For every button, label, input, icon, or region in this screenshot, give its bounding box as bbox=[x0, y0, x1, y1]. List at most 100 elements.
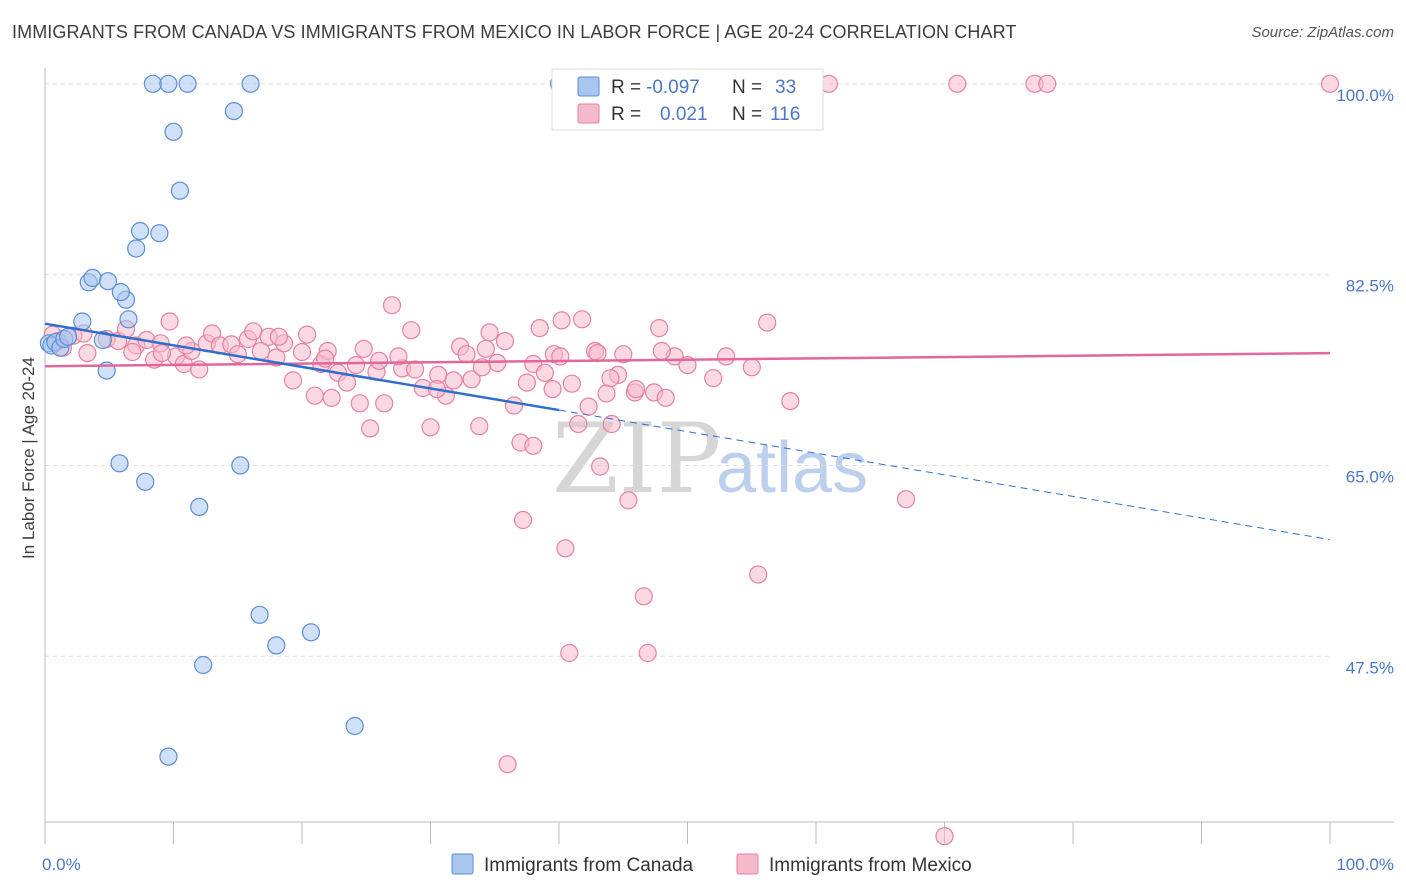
mexico-point bbox=[588, 344, 607, 363]
canada-point bbox=[224, 101, 243, 121]
mexico-point bbox=[556, 539, 575, 558]
mexico-point bbox=[361, 419, 380, 438]
mexico-point bbox=[572, 310, 592, 329]
mexico-point bbox=[656, 388, 675, 407]
canada-point bbox=[178, 74, 197, 93]
canada-point bbox=[231, 456, 250, 475]
mexico-point bbox=[495, 332, 515, 351]
mexico-point bbox=[704, 369, 723, 388]
mexico-point bbox=[524, 436, 543, 455]
mexico-point bbox=[292, 342, 312, 362]
mexico-point bbox=[569, 414, 588, 434]
mexico-point bbox=[152, 344, 171, 363]
canada-point bbox=[241, 74, 260, 93]
stats-legend: R = -0.097 N = 33 R = 0.021 N = 116 bbox=[551, 68, 824, 131]
mexico-point bbox=[382, 296, 402, 315]
canada-point bbox=[119, 310, 138, 329]
legend-canada-swatch bbox=[451, 853, 474, 875]
y-axis-title: In Labor Force | Age 20-24 bbox=[19, 357, 38, 559]
mexico-point bbox=[742, 358, 761, 377]
mexico-point bbox=[457, 345, 476, 364]
stats-mexico-n-label: N = bbox=[732, 104, 762, 125]
canada-point bbox=[83, 268, 102, 287]
tick-labels: 47.5% 65.0% 82.5% 100.0% 0.0% 100.0% bbox=[42, 86, 1394, 874]
mexico-point bbox=[716, 347, 736, 366]
y-tick-label: 65.0% bbox=[1346, 467, 1394, 486]
mexico-point bbox=[354, 339, 373, 358]
canada-point bbox=[301, 623, 321, 642]
legend-mexico-swatch bbox=[736, 853, 759, 875]
mexico-point bbox=[634, 587, 653, 606]
mexico-point bbox=[626, 380, 646, 399]
canada-point bbox=[159, 747, 178, 766]
bottom-legend: Immigrants from Canada Immigrants from M… bbox=[451, 853, 972, 876]
axes bbox=[44, 68, 1394, 844]
mexico-point bbox=[638, 643, 657, 663]
trend-lines bbox=[44, 322, 1331, 541]
mexico-point bbox=[322, 388, 341, 407]
stats-mexico-r-value: 0.021 bbox=[660, 104, 708, 125]
mexico-point bbox=[758, 313, 777, 332]
mexico-point bbox=[462, 370, 481, 389]
canada-point bbox=[98, 272, 118, 291]
stats-canada-r-label: R = bbox=[611, 77, 641, 98]
mexico-point bbox=[552, 311, 571, 330]
legend-canada-label: Immigrants from Canada bbox=[484, 855, 694, 876]
mexico-point bbox=[948, 74, 967, 93]
stats-canada-n-value: 33 bbox=[775, 77, 796, 98]
mexico-point bbox=[513, 510, 533, 530]
canada-point bbox=[111, 283, 130, 302]
mexico-point bbox=[402, 321, 421, 340]
canada-point bbox=[150, 224, 169, 243]
canada-trend-line-extension bbox=[558, 409, 1331, 541]
mexico-point bbox=[543, 380, 562, 399]
y-tick-label: 100.0% bbox=[1336, 86, 1394, 105]
mexico-point bbox=[375, 394, 394, 413]
mexico-point bbox=[560, 643, 579, 663]
mexico-point bbox=[602, 414, 621, 434]
mexico-point bbox=[652, 341, 671, 361]
canada-point bbox=[345, 716, 364, 736]
canada-point bbox=[110, 454, 129, 473]
mexico-point bbox=[160, 312, 179, 331]
canada-point bbox=[58, 327, 78, 346]
mexico-point bbox=[597, 384, 616, 403]
canada-point bbox=[159, 74, 178, 93]
stats-canada-swatch bbox=[577, 76, 600, 97]
mexico-trend-line bbox=[44, 351, 1331, 368]
chart-title: IMMIGRANTS FROM CANADA VS IMMIGRANTS FRO… bbox=[12, 22, 1017, 42]
mexico-point bbox=[389, 347, 408, 366]
mexico-point bbox=[551, 347, 570, 366]
canada-point bbox=[136, 472, 155, 491]
x-tick-label: 0.0% bbox=[42, 855, 81, 874]
canada-point bbox=[170, 181, 189, 200]
mexico-point bbox=[781, 392, 800, 411]
mexico-point bbox=[470, 417, 489, 436]
mexico-point bbox=[406, 360, 425, 379]
mexico-point bbox=[269, 327, 288, 346]
legend-mexico-label: Immigrants from Mexico bbox=[769, 855, 972, 876]
watermark: ZIP atlas bbox=[552, 403, 868, 515]
mexico-point bbox=[530, 319, 549, 338]
mexico-point bbox=[579, 397, 598, 416]
mexico-point bbox=[517, 373, 537, 392]
mexico-point bbox=[935, 827, 954, 846]
canada-point bbox=[190, 497, 209, 516]
watermark-atlas: atlas bbox=[716, 428, 868, 508]
mexico-point bbox=[504, 396, 524, 415]
mexico-point bbox=[590, 457, 610, 476]
canada-point bbox=[131, 221, 150, 241]
canada-point bbox=[164, 122, 183, 141]
mexico-point bbox=[123, 342, 142, 362]
mexico-point bbox=[476, 339, 495, 358]
y-tick-label: 47.5% bbox=[1346, 658, 1394, 677]
mexico-point bbox=[480, 323, 499, 342]
canada-trend-line bbox=[44, 322, 560, 412]
mexico-point bbox=[535, 363, 555, 382]
mexico-point bbox=[498, 755, 517, 774]
mexico-point bbox=[1038, 74, 1057, 93]
mexico-point bbox=[619, 491, 638, 510]
mexico-point bbox=[305, 386, 324, 405]
mexico-point bbox=[444, 371, 463, 390]
